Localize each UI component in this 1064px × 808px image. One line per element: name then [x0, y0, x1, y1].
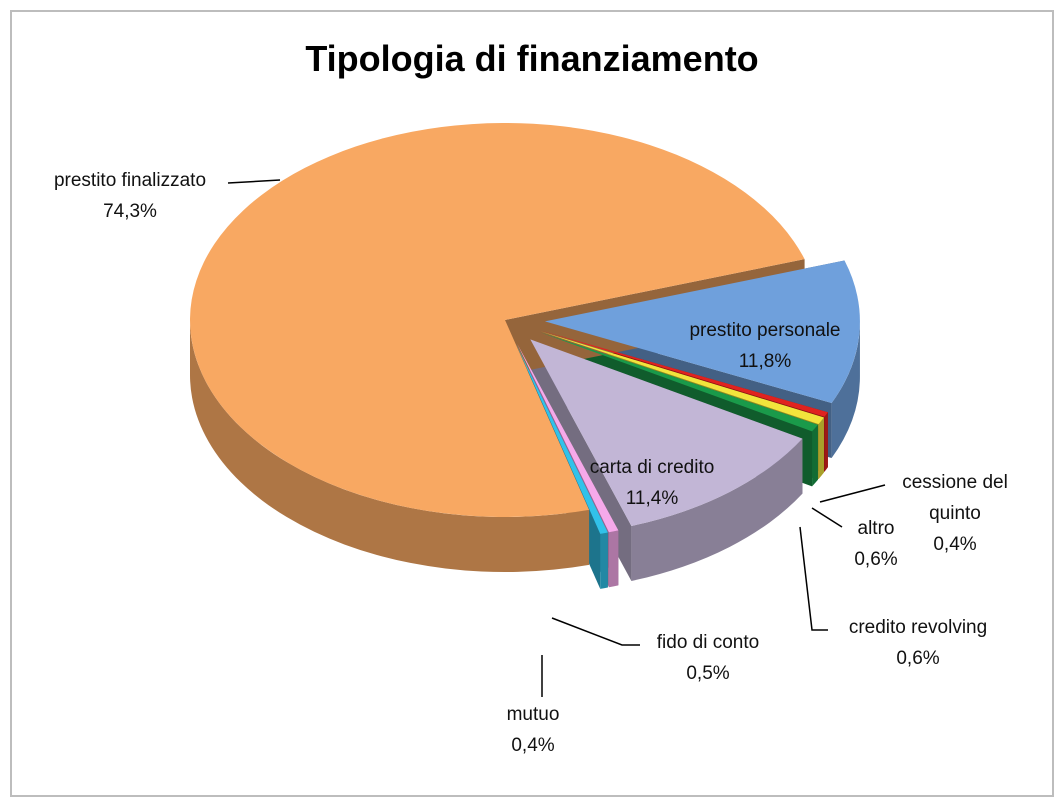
pie-slice: [540, 331, 824, 425]
value-label: 0,6%: [854, 549, 898, 570]
value-label: 0,4%: [933, 534, 977, 555]
pie-slice: [516, 344, 608, 534]
slice-wall: [190, 320, 590, 572]
data-label: mutuo 0,4%: [473, 699, 593, 761]
category-label: carta di credito: [589, 457, 715, 478]
chart-title: Tipologia di finanziamento: [305, 38, 759, 79]
pie-slice: [530, 339, 803, 526]
pie-slice: [517, 343, 619, 533]
slice-wall: [818, 417, 824, 480]
data-label: cessione del quinto 0,4%: [885, 467, 1025, 560]
value-label: 0,5%: [686, 663, 730, 684]
slice-wall: [600, 532, 608, 589]
value-label: 0,4%: [511, 735, 555, 756]
pie-slice: [190, 123, 805, 518]
category-label: mutuo: [506, 704, 560, 725]
category-label: altro: [857, 518, 895, 539]
category-label: prestito finalizzato: [53, 170, 207, 191]
data-label: altro 0,6%: [826, 513, 926, 575]
data-label: prestito finalizzato 74,3%: [10, 165, 250, 227]
leader-line: [551, 617, 640, 646]
data-label: fido di conto 0,5%: [608, 627, 808, 689]
value-label: 0,6%: [896, 648, 940, 669]
value-label: 11,8%: [738, 351, 792, 372]
pie-slice: [541, 330, 828, 417]
data-label: carta di credito 11,4%: [542, 452, 762, 514]
category-label: credito revolving: [848, 617, 988, 638]
slice-wall: [608, 530, 619, 588]
category-label: prestito personale: [689, 320, 841, 341]
value-label: 11,4%: [625, 488, 679, 509]
pie-slice: [539, 332, 818, 432]
slice-wall: [824, 412, 828, 472]
pie-slice: [544, 260, 860, 404]
data-label: prestito personale 11,8%: [635, 315, 895, 377]
data-label: credito revolving 0,6%: [808, 612, 1028, 674]
category-label: fido di conto: [656, 632, 760, 653]
leader-line: [799, 526, 828, 631]
slice-wall: [831, 321, 860, 459]
value-label: 74,3%: [103, 201, 157, 222]
leader-line: [811, 507, 843, 528]
category-label: cessione del quinto: [902, 472, 1008, 524]
slice-wall: [812, 424, 818, 487]
leader-line: [227, 179, 281, 184]
leader-line: [819, 484, 886, 503]
slice-wall: [631, 438, 803, 581]
